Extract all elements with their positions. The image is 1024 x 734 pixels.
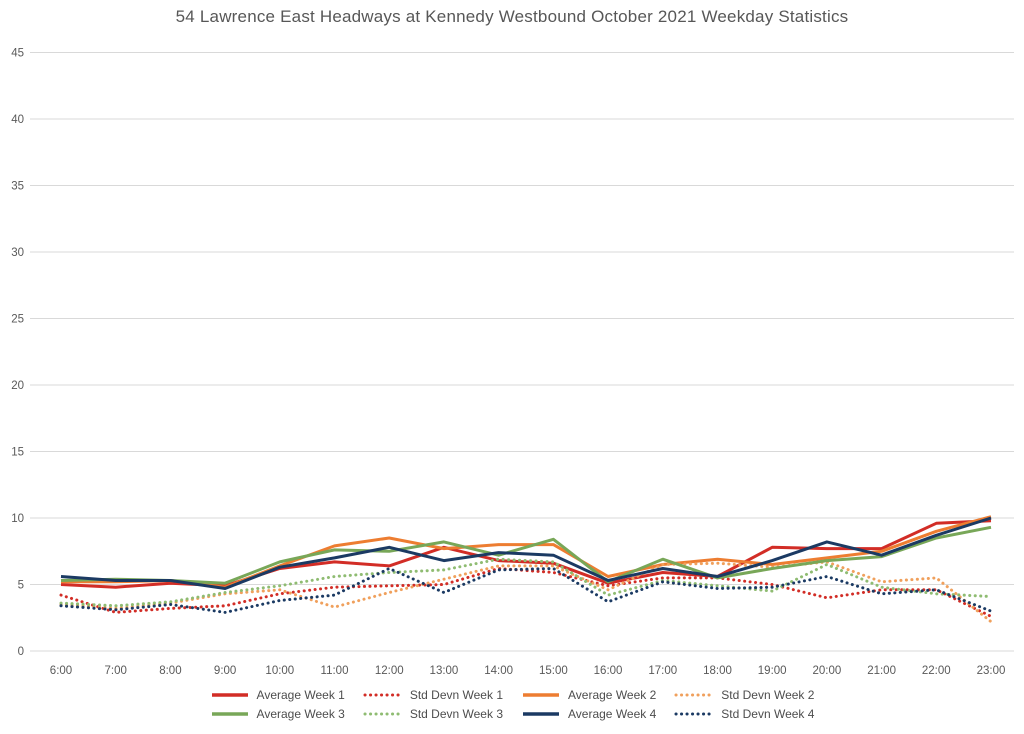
y-tick-label-40: 40 [11,114,24,126]
legend-swatch-average-week-1 [211,693,248,697]
legend-item-std-devn-week-2: Std Devn Week 2 [674,688,814,702]
series-line-average-week-4 [60,516,992,590]
legend-label-std-devn-week-3: Std Devn Week 3 [409,707,503,721]
series-line-average-week-3 [60,525,992,585]
legend-item-std-devn-week-1: Std Devn Week 1 [363,688,503,702]
series-line-std-devn-week-4 [59,567,993,614]
y-tick-label-15: 15 [11,447,24,459]
legend-swatch-std-devn-week-2 [674,693,714,697]
y-tick-label-35: 35 [11,181,24,193]
x-tick-label-22:00: 22:00 [922,665,951,677]
x-tick-label-8:00: 8:00 [159,665,181,677]
x-tick-label-9:00: 9:00 [214,665,236,677]
series-line-average-week-2 [61,515,992,589]
legend-swatch-average-week-2 [523,693,559,697]
x-tick-label-16:00: 16:00 [594,665,623,677]
y-tick-label-25: 25 [11,314,24,326]
x-tick-label-19:00: 19:00 [758,665,787,677]
chart-title: 54 Lawrence East Headways at Kennedy Wes… [175,7,849,26]
x-tick-label-23:00: 23:00 [977,665,1006,677]
series-line-std-devn-week-3 [59,557,993,608]
legend-swatch-std-devn-week-4 [674,712,714,716]
x-tick-label-20:00: 20:00 [812,665,841,677]
legend-label-std-devn-week-1: Std Devn Week 1 [409,688,503,702]
x-tick-label-21:00: 21:00 [867,665,896,677]
x-tick-label-11:00: 11:00 [321,665,349,677]
y-tick-label-20: 20 [11,380,24,392]
y-tick-label-0: 0 [18,646,24,658]
x-tick-label-6:00: 6:00 [50,665,72,677]
legend-item-std-devn-week-4: Std Devn Week 4 [674,707,814,721]
legend-label-std-devn-week-2: Std Devn Week 2 [721,688,815,702]
x-tick-label-13:00: 13:00 [430,665,459,677]
legend-row-2: Average Week 3 Std Devn Week 3 Average Wee… [210,707,814,721]
x-tick-label-12:00: 12:00 [375,665,404,677]
legend-swatch-average-week-3 [211,712,248,716]
x-tick-label-14:00: 14:00 [484,665,513,677]
y-tick-label-10: 10 [11,513,24,525]
legend-label-average-week-3: Average Week 3 [256,707,345,721]
series-line-std-devn-week-1 [59,567,993,618]
legend-label-average-week-1: Average Week 1 [256,688,345,702]
x-tick-label-7:00: 7:00 [105,665,127,677]
legend-label-average-week-2: Average Week 2 [568,688,657,702]
x-tick-label-10:00: 10:00 [265,665,294,677]
legend-item-average-week-2: Average Week 2 [521,688,656,702]
y-tick-label-5: 5 [18,580,24,592]
legend-swatch-average-week-4 [523,712,559,716]
legend-swatch-std-devn-week-3 [363,712,403,716]
legend-swatch-std-devn-week-1 [363,693,403,697]
y-tick-label-30: 30 [11,247,24,259]
legend-item-average-week-4: Average Week 4 [521,707,656,721]
y-tick-label-45: 45 [11,48,24,60]
legend-label-average-week-4: Average Week 4 [568,707,657,721]
legend-item-average-week-1: Average Week 1 [210,688,345,702]
x-tick-label-17:00: 17:00 [648,665,677,677]
chart-legend: Average Week 1 Std Devn Week 1 Average Wee… [0,688,1024,721]
x-tick-label-18:00: 18:00 [703,665,732,677]
legend-item-std-devn-week-3: Std Devn Week 3 [363,707,503,721]
legend-label-std-devn-week-4: Std Devn Week 4 [721,707,815,721]
series-line-std-devn-week-2 [59,560,993,624]
legend-row-1: Average Week 1 Std Devn Week 1 Average Wee… [210,688,814,702]
legend-item-average-week-3: Average Week 3 [210,707,345,721]
x-tick-label-15:00: 15:00 [539,665,568,677]
